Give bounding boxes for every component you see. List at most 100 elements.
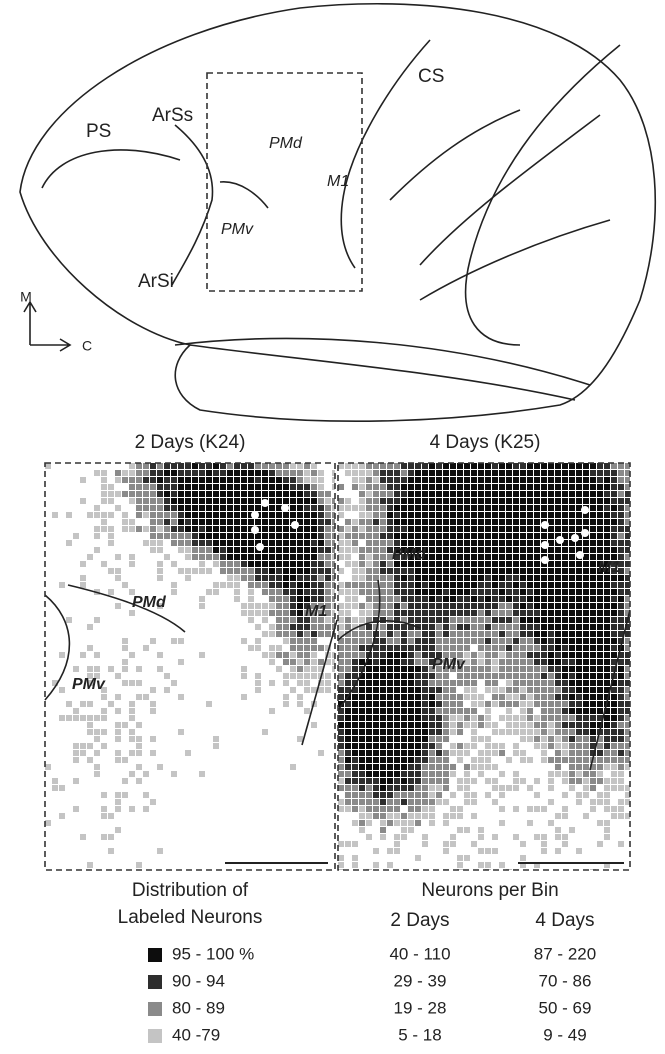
bin	[450, 603, 456, 609]
bin	[345, 708, 351, 714]
bin	[157, 540, 163, 546]
bin	[548, 575, 554, 581]
bin	[492, 799, 498, 805]
bin	[150, 505, 156, 511]
bin	[464, 484, 470, 490]
bin	[604, 827, 610, 833]
bin	[311, 645, 317, 651]
bin	[604, 743, 610, 749]
bin	[283, 519, 289, 525]
bin	[499, 624, 505, 630]
bin	[464, 799, 470, 805]
bin	[443, 848, 449, 854]
bin	[157, 505, 163, 511]
bin	[611, 764, 617, 770]
bin	[534, 526, 540, 532]
bin	[352, 638, 358, 644]
bin	[394, 582, 400, 588]
bin	[345, 561, 351, 567]
bin	[555, 848, 561, 854]
bin	[499, 631, 505, 637]
bin	[499, 512, 505, 518]
bin	[338, 610, 344, 616]
bin	[457, 855, 463, 861]
bin	[129, 470, 135, 476]
panel-title: 2 Days (K24)	[135, 432, 246, 453]
bin	[457, 722, 463, 728]
bin	[436, 757, 442, 763]
bin	[394, 743, 400, 749]
bin	[569, 554, 575, 560]
bin	[513, 498, 519, 504]
bin	[269, 589, 275, 595]
bin	[541, 652, 547, 658]
bin	[297, 554, 303, 560]
bin	[115, 554, 121, 560]
bin	[583, 652, 589, 658]
bin	[290, 645, 296, 651]
bin	[590, 540, 596, 546]
bin	[387, 519, 393, 525]
bin	[569, 736, 575, 742]
bin	[150, 512, 156, 518]
bin	[366, 743, 372, 749]
bin	[590, 547, 596, 553]
bin	[443, 722, 449, 728]
bin	[436, 575, 442, 581]
bin	[359, 813, 365, 819]
bin	[269, 505, 275, 511]
bin	[534, 736, 540, 742]
bin	[569, 526, 575, 532]
bin	[562, 519, 568, 525]
bin	[269, 624, 275, 630]
label-arsi: ArSi	[138, 271, 174, 292]
bin	[380, 526, 386, 532]
bin	[199, 568, 205, 574]
bin	[555, 757, 561, 763]
bin	[366, 757, 372, 763]
bin	[311, 589, 317, 595]
bin	[380, 701, 386, 707]
bin	[394, 512, 400, 518]
bin	[338, 771, 344, 777]
bin	[380, 736, 386, 742]
bin	[527, 596, 533, 602]
bin	[464, 631, 470, 637]
bin	[401, 722, 407, 728]
bin	[471, 582, 477, 588]
bin	[485, 680, 491, 686]
bin	[373, 771, 379, 777]
bin	[255, 582, 261, 588]
bin	[304, 666, 310, 672]
bin	[464, 687, 470, 693]
bin	[108, 834, 114, 840]
bin	[534, 589, 540, 595]
bin	[520, 757, 526, 763]
bin	[408, 575, 414, 581]
bin	[338, 855, 344, 861]
bin	[262, 463, 268, 469]
swatch	[148, 1002, 162, 1016]
bin	[457, 512, 463, 518]
bin	[338, 673, 344, 679]
bin	[499, 820, 505, 826]
bin	[359, 491, 365, 497]
bin	[220, 540, 226, 546]
bin	[304, 575, 310, 581]
bin	[129, 526, 135, 532]
bin	[387, 715, 393, 721]
injection-site	[281, 504, 289, 512]
bin	[604, 603, 610, 609]
bin	[478, 610, 484, 616]
bin	[241, 666, 247, 672]
bin	[611, 729, 617, 735]
bin	[150, 470, 156, 476]
bin	[464, 785, 470, 791]
bin	[457, 701, 463, 707]
bin	[311, 575, 317, 581]
bin	[604, 659, 610, 665]
bin	[534, 596, 540, 602]
bin	[520, 491, 526, 497]
bin	[429, 575, 435, 581]
bin	[304, 652, 310, 658]
